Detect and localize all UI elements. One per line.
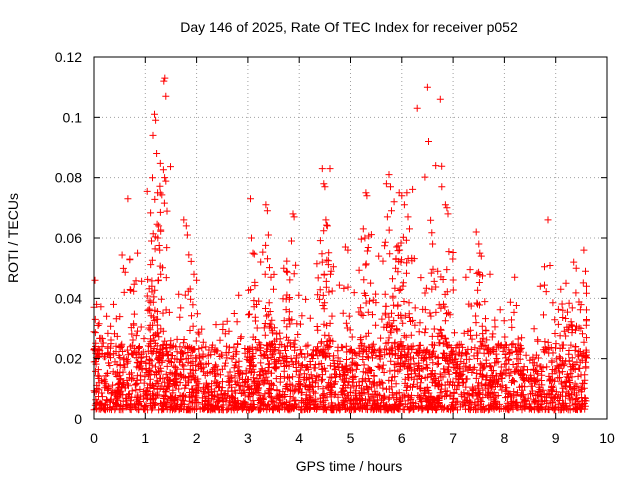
- x-tick-label: 10: [599, 430, 615, 446]
- x-tick-labels: 0 1 2 3 4 5 6 7 8 9 10: [90, 430, 615, 446]
- x-tick-label: 5: [347, 430, 355, 446]
- scatter-markers: [90, 74, 590, 414]
- y-tick-label: 0.04: [55, 290, 82, 306]
- chart-title: Day 146 of 2025, Rate Of TEC Index for r…: [180, 19, 518, 35]
- x-tick-label: 2: [193, 430, 201, 446]
- x-tick-label: 6: [398, 430, 406, 446]
- y-axis-label: ROTI / TECUs: [5, 193, 21, 283]
- y-tick-label: 0: [74, 411, 82, 427]
- axis-ticks: [93, 56, 608, 420]
- x-axis-label: GPS time / hours: [296, 458, 403, 474]
- x-tick-label: 7: [449, 430, 457, 446]
- y-tick-labels: 0 0.02 0.04 0.06 0.08 0.1 0.12: [55, 49, 82, 427]
- y-tick-label: 0.1: [63, 109, 83, 125]
- x-tick-label: 0: [90, 430, 98, 446]
- x-tick-label: 3: [244, 430, 252, 446]
- y-tick-label: 0.12: [55, 49, 82, 65]
- x-tick-label: 1: [141, 430, 149, 446]
- x-tick-label: 9: [552, 430, 560, 446]
- y-tick-label: 0.02: [55, 351, 82, 367]
- x-tick-label: 4: [295, 430, 303, 446]
- y-tick-label: 0.08: [55, 170, 82, 186]
- x-tick-label: 8: [501, 430, 509, 446]
- y-tick-label: 0.06: [55, 230, 82, 246]
- data-points: [90, 74, 590, 414]
